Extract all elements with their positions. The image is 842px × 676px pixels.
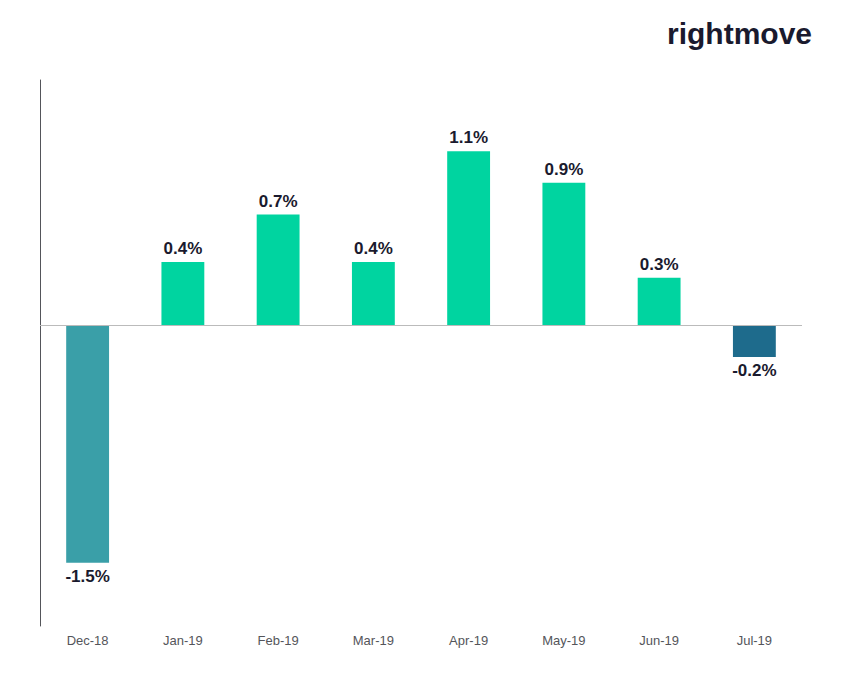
svg-text:Mar-19: Mar-19 xyxy=(353,633,394,648)
svg-text:Jan-19: Jan-19 xyxy=(163,633,203,648)
svg-text:0.7%: 0.7% xyxy=(259,192,298,211)
svg-text:May-19: May-19 xyxy=(542,633,585,648)
svg-text:Jun-19: Jun-19 xyxy=(639,633,679,648)
svg-text:Jul-19: Jul-19 xyxy=(737,633,772,648)
svg-text:1.1%: 1.1% xyxy=(449,128,488,147)
svg-text:0.9%: 0.9% xyxy=(545,160,584,179)
svg-text:rightmove: rightmove xyxy=(667,17,812,50)
svg-text:Feb-19: Feb-19 xyxy=(258,633,299,648)
svg-text:0.3%: 0.3% xyxy=(640,255,679,274)
svg-text:-0.2%: -0.2% xyxy=(732,361,776,380)
svg-text:0.4%: 0.4% xyxy=(354,239,393,258)
svg-text:-1.5%: -1.5% xyxy=(65,567,109,586)
svg-text:0.4%: 0.4% xyxy=(164,239,203,258)
svg-text:Dec-18: Dec-18 xyxy=(67,633,109,648)
svg-text:Apr-19: Apr-19 xyxy=(449,633,488,648)
